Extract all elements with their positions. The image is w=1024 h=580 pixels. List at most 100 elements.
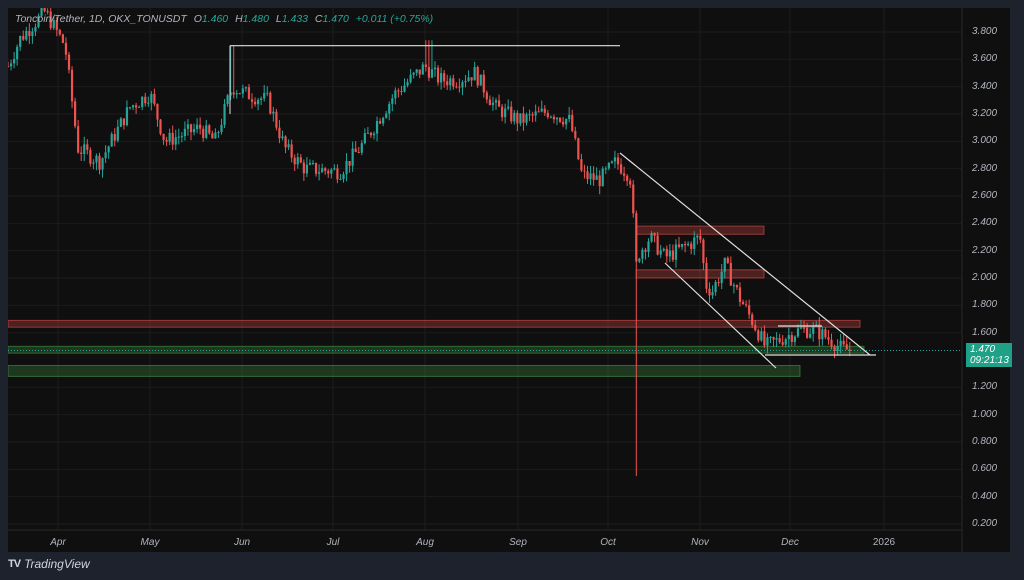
candle-body [171,132,174,145]
candle-body [128,107,132,109]
candle-body [366,132,369,134]
candle-body [690,243,693,249]
candle-body [424,64,427,67]
chart-frame[interactable]: Toncoin/Tether, 1D, OKX_TONUSDT O1.460 H… [8,8,1010,552]
candle-body [449,78,452,86]
candle-body [443,73,446,82]
candle-body [330,169,333,174]
candle-body [644,249,647,252]
candle-body [305,164,308,174]
candle-body [110,134,113,147]
candle-body [534,111,537,116]
candle-body [684,244,687,246]
candle-body [415,69,418,73]
candle-body [571,114,574,132]
candle-body [52,20,55,29]
candle-body [122,118,125,126]
candle-body [77,126,80,153]
candle-body [241,88,244,94]
channel-lower-line [664,262,777,369]
ohlc-change: +0.011 (+0.75%) [355,13,434,25]
candle-body [751,314,754,326]
candle-body [363,133,366,144]
candle-body [732,285,735,287]
price-tick: 2.000 [972,272,998,283]
candle-body [49,11,52,29]
price-tick: 3.200 [972,108,998,119]
candle-body [360,143,363,153]
candle-body [421,64,424,75]
price-tick: 0.800 [972,436,998,447]
candle-body [372,133,376,136]
candle-body [720,271,723,284]
ohlc-open: O1.460 [193,13,229,25]
candle-body [385,113,388,118]
candle-body [775,338,778,340]
candle-body [507,106,510,109]
candle-body [299,157,302,163]
candle-body [427,66,430,78]
candle-body [531,114,534,116]
candle-body [55,20,58,30]
time-tick: Oct [600,537,616,548]
symbol-legend: Toncoin/Tether, 1D, OKX_TONUSDT O1.460 H… [15,13,437,25]
candle-body [601,168,604,187]
candle-body [680,244,684,247]
candle-body [131,105,135,108]
candle-body [302,162,305,174]
candle-body [138,106,141,108]
candle-body [659,250,662,255]
candle-body [558,117,562,122]
candle-body [754,325,757,331]
candle-body [296,157,299,165]
candle-body [674,244,678,260]
candle-body [760,331,763,341]
candle-body [592,173,595,180]
candle-body [546,112,549,118]
candle-body [61,34,64,43]
candle-body [397,90,400,92]
candle-body [748,305,751,315]
candle-body [238,93,241,95]
candle-body [577,138,580,160]
candle-body [19,36,22,47]
candle-body [327,170,330,174]
candle-body [183,128,186,137]
candle-body [717,282,720,284]
candle-body [324,168,327,171]
candle-body [379,121,382,124]
candle-body [638,258,641,262]
candle-body [168,132,171,142]
brand-name: TradingView [24,557,90,571]
candle-body [275,111,278,128]
candle-body [802,327,806,329]
candle-body [473,67,476,81]
candle-body [522,113,525,123]
candle-body [247,87,251,100]
candle-body [314,162,318,174]
candle-body [745,304,748,306]
candle-body [455,86,458,88]
candle-body [696,235,699,238]
candle-body [818,324,821,340]
candle-body [375,121,379,134]
time-tick: Jul [326,537,340,548]
candle-body [833,346,836,352]
candle-body [583,170,586,172]
candle-body [141,96,144,107]
candle-body [174,137,177,145]
candle-body [226,95,229,104]
candle-body [86,144,89,150]
candle-body [116,126,119,141]
candle-body [604,168,607,170]
candlestick-chart[interactable] [8,8,1010,552]
candle-body [235,93,238,95]
candle-body [293,157,296,165]
candle-body [412,72,415,75]
candle-body [458,86,461,88]
candle-body [836,345,839,352]
price-tick: 0.400 [972,490,998,502]
candle-body [848,349,851,351]
candle-body [741,301,745,305]
candle-body [568,114,571,119]
